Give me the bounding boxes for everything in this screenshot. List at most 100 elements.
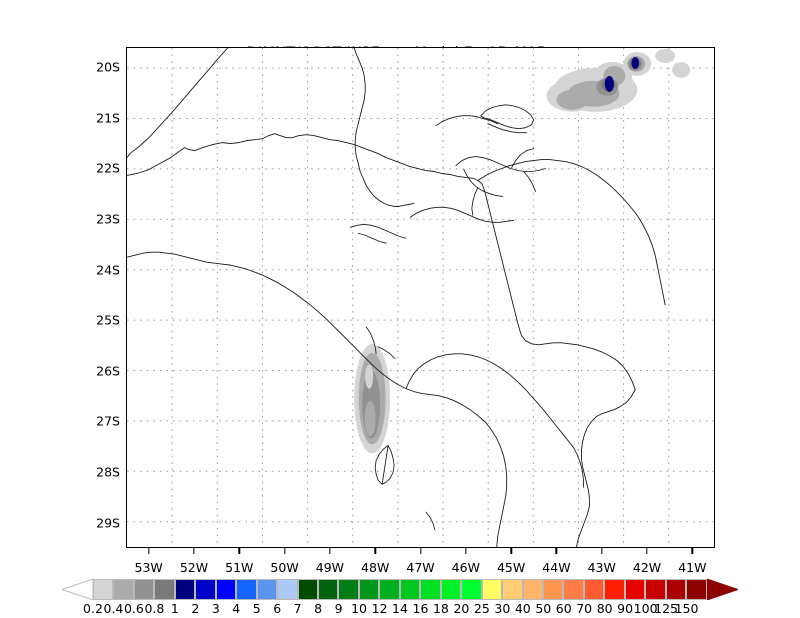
colorbar-over-arrow [707, 579, 738, 600]
colorbar-swatch [481, 579, 503, 600]
colorbar-level-label: 0.4 [103, 601, 124, 616]
colorbar-level-label: 4 [232, 601, 241, 616]
colorbar-swatch [338, 579, 359, 600]
longitude-tick-label: 52W [179, 560, 209, 575]
longitude-tick-mark [465, 548, 467, 554]
colorbar-level-label: 6 [273, 601, 282, 616]
longitude-tick-label: 45W [496, 560, 526, 575]
precipitation-field-southern-band [354, 343, 391, 454]
longitude-tick-mark [419, 548, 422, 554]
colorbar-level-label: 150 [674, 601, 699, 616]
colorbar-level-label: 10 [351, 601, 368, 616]
colorbar-level-label: 7 [293, 601, 302, 616]
colorbar-level-label: 25 [473, 601, 490, 616]
map-canvas [127, 48, 714, 547]
colorbar-level-label: 70 [576, 601, 593, 616]
colorbar-level-label: 9 [334, 601, 343, 616]
longitude-tick-mark [691, 548, 694, 554]
colorbar-level-label: 1 [170, 601, 179, 616]
colorbar-level-label: 90 [617, 601, 634, 616]
colorbar-level-label: 30 [494, 601, 511, 616]
longitude-tick-label: 46W [451, 560, 480, 575]
colorbar-swatch [277, 579, 298, 600]
longitude-axis: 53W 52W 51W 50W 49W 48W 47W 46W 45W 44W 43W 42W 41W [126, 548, 715, 578]
colorbar-swatch [297, 579, 318, 600]
colorbar-level-label: 2 [191, 601, 200, 616]
colorbar-swatch [154, 579, 175, 600]
colorbar-swatch [645, 579, 666, 600]
longitude-tick-mark [555, 548, 558, 554]
latitude-tick-label: 29S [96, 515, 120, 531]
longitude-tick-mark [238, 548, 240, 554]
colorbar-swatch [563, 579, 584, 600]
colorbar-swatch [502, 579, 523, 600]
colorbar-swatch [624, 579, 646, 600]
longitude-tick-label: 41W [678, 560, 707, 575]
colorbar-level-label: 16 [412, 601, 429, 616]
colorbar-swatch [256, 579, 278, 600]
longitude-tick-label: 47W [406, 560, 435, 575]
colorbar-level-label: 8 [314, 601, 323, 616]
colorbar-level-label: 50 [535, 601, 552, 616]
latitude-tick-label: 25S [96, 312, 120, 328]
longitude-tick-label: 50W [270, 560, 299, 575]
colorbar-swatch [399, 579, 421, 600]
colorbar-level-label: 14 [392, 601, 408, 616]
latitude-tick-label: 24S [96, 262, 120, 278]
colorbar-swatch [317, 579, 339, 600]
colorbar-swatch [522, 579, 543, 600]
colorbar-swatch [379, 579, 400, 600]
colorbar-swatch [358, 579, 380, 600]
colorbar-swatch [133, 579, 155, 600]
colorbar-swatch [583, 579, 605, 600]
longitude-tick-mark [601, 548, 603, 554]
colorbar-level-label: 80 [596, 601, 613, 616]
colorbar-level-label: 12 [371, 601, 388, 616]
colorbar-swatch [215, 579, 237, 600]
geographic-boundaries [127, 48, 666, 547]
longitude-tick-label: 44W [542, 560, 571, 575]
colorbar-under-arrow [62, 579, 93, 600]
latitude-tick-label: 28S [96, 464, 120, 480]
colorbar [62, 579, 738, 600]
longitude-tick-mark [147, 548, 150, 554]
colorbar-level-label: 3 [211, 601, 220, 616]
longitude-tick-label: 49W [315, 560, 345, 575]
colorbar-swatch [604, 579, 625, 600]
latitude-tick-label: 27S [96, 413, 120, 429]
colorbar-swatch [93, 579, 114, 600]
colorbar-level-label: 60 [555, 601, 572, 616]
colorbar-level-label: 18 [432, 601, 449, 616]
longitude-tick-label: 42W [632, 560, 662, 575]
colorbar-level-label: 0.8 [144, 601, 165, 616]
colorbar-swatches [93, 579, 707, 600]
colorbar-level-label: 20 [453, 601, 470, 616]
latitude-tick-label: 20S [96, 59, 120, 75]
longitude-tick-label: 51W [225, 560, 254, 575]
longitude-tick-mark [329, 548, 331, 554]
colorbar-swatch [174, 579, 196, 600]
longitude-tick-mark [646, 548, 648, 554]
longitude-tick-mark [283, 548, 286, 554]
longitude-tick-mark [193, 548, 195, 554]
colorbar-swatch [542, 579, 564, 600]
precipitation-field-northeast-cluster [546, 48, 691, 112]
colorbar-swatch [461, 579, 482, 600]
longitude-tick-label: 53W [134, 560, 163, 575]
latitude-tick-label: 21S [96, 110, 120, 126]
longitude-tick-mark [374, 548, 376, 554]
colorbar-level-label: 40 [514, 601, 531, 616]
colorbar-swatch [665, 579, 687, 600]
colorbar-level-label: 100 [633, 601, 658, 616]
latitude-tick-label: 26S [96, 363, 120, 379]
colorbar-swatch [686, 579, 707, 600]
gridlines [127, 48, 714, 547]
colorbar-level-label: 125 [654, 601, 678, 616]
colorbar-swatch [236, 579, 257, 600]
colorbar-swatch [113, 579, 134, 600]
longitude-tick-label: 48W [361, 560, 390, 575]
colorbar-tick-labels: 0.2 0.4 0.6 0.8 1 2 3 4 5 6 7 8 9 10 12 14 16 18 20 25 30 40 5… [62, 601, 738, 618]
colorbar-swatch [440, 579, 462, 600]
longitude-tick-label: 43W [587, 560, 616, 575]
